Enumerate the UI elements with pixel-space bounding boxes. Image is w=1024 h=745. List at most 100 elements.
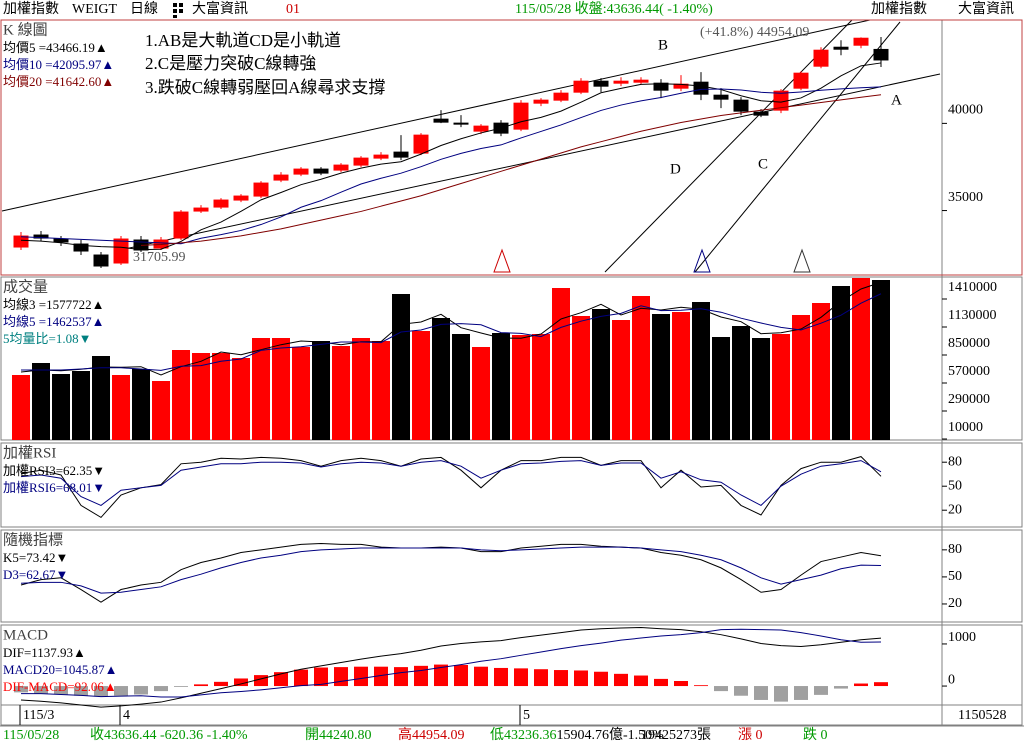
bar — [794, 686, 808, 700]
y-tick-label: 1000 — [948, 630, 976, 645]
legend-note: 5均量比=1.08▼ — [3, 331, 91, 346]
series-line — [20, 86, 882, 245]
bar — [234, 678, 248, 687]
bar — [754, 686, 768, 700]
header-period: 日線 — [130, 1, 158, 17]
series-line — [20, 460, 882, 507]
annotation: 3.跌破C線轉弱壓回A線尋求支撐 — [145, 78, 385, 97]
bar — [134, 686, 148, 695]
bar — [52, 374, 70, 440]
bar — [792, 315, 810, 440]
panel-frame — [0, 276, 1023, 441]
series-line — [21, 628, 882, 698]
y-tick-label: 10000 — [948, 420, 983, 435]
bar — [214, 681, 228, 687]
legend-entry: D3=62.67▼ — [3, 567, 68, 582]
panel-frame — [0, 624, 1023, 706]
bar — [252, 338, 270, 440]
candle-body — [253, 182, 269, 197]
high-label: (+41.8%) 44954.09 — [700, 25, 809, 40]
candle-body — [53, 238, 69, 243]
bar — [514, 668, 528, 687]
y-tick-label: 0 — [948, 672, 955, 687]
header-source: 大富資訊 — [192, 0, 248, 17]
bar — [412, 331, 430, 440]
annotation: 2.C是壓力突破C線轉強 — [145, 54, 316, 73]
bar — [452, 334, 470, 440]
y-tick-label: 850000 — [948, 336, 990, 351]
candle-body — [653, 82, 669, 91]
bar — [692, 302, 710, 440]
series-line — [20, 281, 882, 376]
candle-body — [833, 46, 849, 50]
candle-body — [573, 80, 589, 93]
series-line — [21, 293, 882, 371]
candle-body — [533, 99, 549, 104]
y-tick-label: 290000 — [948, 392, 990, 407]
bar — [592, 309, 610, 440]
status-high: 高44954.09 — [398, 726, 465, 743]
bar — [332, 346, 350, 440]
bar — [114, 686, 128, 696]
candle-body — [793, 72, 809, 89]
y-tick-label: 570000 — [948, 364, 990, 379]
panel-title: 隨機指標 — [3, 531, 63, 548]
bar — [632, 296, 650, 440]
y-tick-label: 20 — [948, 502, 962, 517]
legend-entry: DIF-MACD=92.06▲ — [3, 679, 117, 694]
series-line — [20, 627, 882, 708]
candle-body — [213, 199, 229, 208]
status-down: 跌 0 — [803, 727, 828, 743]
legend-entry: 均價10 =42095.97▲ — [3, 57, 114, 72]
x-tick-label: 4 — [123, 708, 130, 723]
status-amount: 15904.76億-1.50% — [557, 727, 665, 743]
bar — [352, 338, 370, 440]
candle-body — [333, 164, 349, 171]
bar — [334, 667, 348, 687]
bar — [174, 686, 188, 687]
legend-entry: 加權RSI3=62.35▼ — [3, 463, 105, 478]
bar — [72, 371, 90, 440]
panel-title: 成交量 — [3, 277, 48, 295]
bar — [294, 669, 308, 687]
bar — [232, 358, 250, 440]
series-line — [20, 546, 882, 594]
candle-body — [553, 92, 569, 101]
candle-body — [473, 125, 489, 132]
bar — [34, 686, 48, 694]
line-label: A — [891, 92, 902, 108]
bar — [272, 338, 290, 440]
bar — [192, 353, 210, 440]
candle-body — [193, 207, 209, 212]
y-tick-label: 50 — [948, 569, 962, 584]
bar — [534, 669, 548, 687]
bar — [292, 347, 310, 440]
bar — [752, 338, 770, 440]
bar — [212, 353, 230, 440]
bar — [354, 666, 368, 687]
panel-title: MACD — [3, 627, 48, 643]
legend-entry: 加權RSI6=68.01▼ — [3, 480, 105, 495]
bar — [132, 369, 150, 440]
candle-body — [693, 81, 709, 95]
bar — [552, 288, 570, 440]
status-close: 收43636.44 -620.36 -1.40% — [90, 727, 248, 743]
status-date: 115/05/28 — [3, 728, 59, 743]
bar — [194, 684, 208, 687]
header-quote: 115/05/28 收盤:43636.44( -1.40%) — [515, 1, 713, 17]
bar — [74, 686, 88, 696]
y-tick-label: 40000 — [948, 103, 983, 118]
signal-markers — [493, 248, 811, 273]
bar — [694, 685, 708, 687]
y-tick-label: 80 — [948, 454, 962, 469]
bar — [152, 381, 170, 440]
bar — [554, 670, 568, 687]
bar — [572, 316, 590, 440]
bar — [654, 678, 668, 687]
bar — [852, 278, 870, 440]
candle-body — [413, 134, 429, 154]
bar — [634, 675, 648, 687]
y-tick-label: 35000 — [948, 190, 983, 205]
bar — [712, 337, 730, 440]
candle-body — [873, 48, 889, 61]
